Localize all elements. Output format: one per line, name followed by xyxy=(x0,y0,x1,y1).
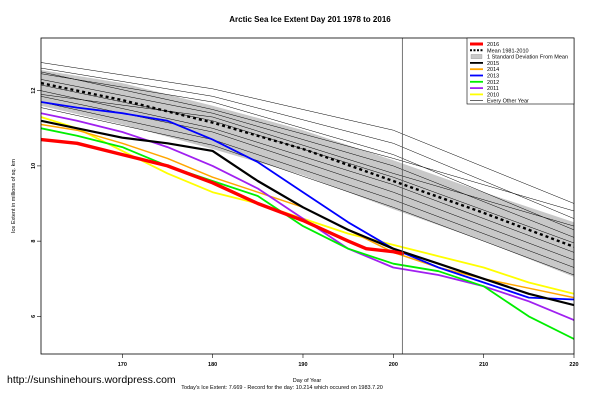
every-other-year-line-8 xyxy=(41,107,574,276)
every-other-year-line-10 xyxy=(41,71,574,212)
chart-title: Arctic Sea Ice Extent Day 201 1978 to 20… xyxy=(229,15,391,24)
x-tick-label: 190 xyxy=(298,362,307,368)
legend-entry-2016-label: 2016 xyxy=(487,42,499,48)
series-line-2012 xyxy=(41,127,574,340)
y-axis-label: Ice Extent in millions of sq. km xyxy=(11,159,17,233)
every-other-year-line-5 xyxy=(41,90,574,253)
x-tick-label: 220 xyxy=(569,362,578,368)
every-other-year-line-3 xyxy=(41,79,574,238)
mean-line xyxy=(41,81,574,248)
y-tick-label: 10 xyxy=(31,163,37,169)
plot-frame xyxy=(40,37,575,355)
legend-entry-1-standard-deviation-from-mean-label: 1 Standard Deviation From Mean xyxy=(487,55,568,61)
legend-box xyxy=(466,37,575,105)
legend-entry-every-other-year-label: Every Other Year xyxy=(487,99,529,105)
every-other-year-line-9 xyxy=(41,94,574,227)
y-tick-label: 12 xyxy=(31,88,37,94)
series-line-2016 xyxy=(41,137,405,256)
y-tick-label: 6 xyxy=(31,315,37,318)
legend-entry-mean-1981-2010-label: Mean 1981-2010 xyxy=(487,48,529,54)
y-axis-ticks: 6 8 10 12 xyxy=(31,88,41,318)
legend-entry-1-standard-deviation-from-mean-swatch xyxy=(470,54,483,59)
legend-entry-2014-label: 2014 xyxy=(487,67,499,73)
x-tick-label: 200 xyxy=(389,362,398,368)
every-other-year-line-7 xyxy=(41,101,574,268)
series-line-2013 xyxy=(41,101,574,301)
y-tick-label: 8 xyxy=(31,240,37,243)
x-axis-label: Day of Year xyxy=(293,378,322,384)
every-other-year-line-2 xyxy=(41,73,574,231)
site-credit: http://sunshinehours.wordpress.com xyxy=(7,374,176,386)
legend-entry-2010-label: 2010 xyxy=(487,92,499,98)
every-other-year-line-1 xyxy=(41,67,574,219)
every-other-year-line-0 xyxy=(41,62,574,204)
x-tick-label: 170 xyxy=(118,362,127,368)
legend-entry-2011-label: 2011 xyxy=(487,86,499,92)
mean-layer xyxy=(41,81,574,248)
footer-note: Today's Ice Extent: 7.669 - Record for t… xyxy=(181,385,383,391)
legend-entry-2013-label: 2013 xyxy=(487,74,499,80)
legend-entry-2012-label: 2012 xyxy=(487,80,499,86)
highlight-series-layer xyxy=(41,101,574,340)
x-tick-label: 210 xyxy=(479,362,488,368)
x-axis-ticks: 170 180 190 200 210 220 xyxy=(118,354,579,368)
x-tick-label: 180 xyxy=(208,362,217,368)
series-line-2015 xyxy=(41,119,574,307)
legend-entry-2015-label: 2015 xyxy=(487,61,499,67)
